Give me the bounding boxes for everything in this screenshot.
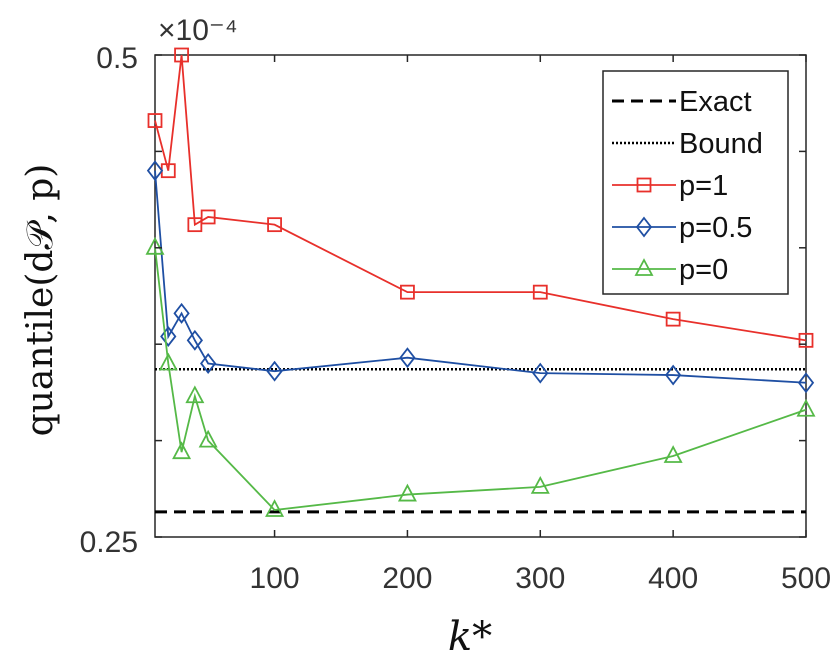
data-point	[798, 332, 814, 348]
data-point	[665, 364, 682, 386]
data-point	[147, 113, 163, 128]
data-point	[797, 372, 815, 394]
data-point	[185, 385, 205, 404]
y-multiplier-label: ×10⁻⁴	[158, 14, 238, 47]
series-line	[154, 247, 807, 511]
data-point	[530, 475, 550, 494]
data-point	[399, 347, 416, 369]
legend-entry: Exact	[612, 86, 752, 118]
legend-entry: p=0.5	[612, 212, 752, 244]
legend-label: Bound	[679, 128, 763, 160]
data-point	[173, 302, 190, 324]
legend-label: p=0.5	[679, 212, 752, 244]
legend-marker	[634, 258, 654, 276]
plot-area-border	[154, 54, 807, 538]
legend-label: Exact	[679, 86, 752, 118]
data-point	[266, 360, 283, 382]
plot-frame	[154, 54, 807, 538]
data-point	[265, 499, 285, 517]
legend-entry: Bound	[612, 128, 763, 160]
y-axis-label: quantile(d𝒫, p)	[20, 164, 61, 437]
data-point	[200, 209, 216, 225]
x-tick-label: 400	[648, 562, 698, 595]
legend: Exact Bound p=1 p=0.5 p=0	[602, 70, 789, 295]
x-tick-label: 300	[515, 562, 565, 595]
legend-marker	[635, 216, 653, 238]
data-point	[796, 398, 816, 417]
series-line	[154, 54, 807, 342]
data-point	[160, 326, 177, 347]
data-point	[174, 47, 189, 63]
data-point	[186, 329, 203, 351]
data-point	[400, 284, 415, 300]
x-tick-label: 200	[382, 562, 432, 595]
legend-entry: p=1	[612, 170, 728, 202]
x-tick-label: 100	[250, 562, 300, 595]
data-point	[532, 284, 548, 300]
y-tick-label: 0.25	[80, 526, 138, 559]
data-point	[145, 236, 165, 255]
data-point	[663, 445, 683, 463]
data-point	[158, 352, 178, 371]
legend-marker	[636, 177, 652, 193]
legend-box	[602, 70, 789, 295]
series-p=0.5	[146, 160, 815, 394]
tick-layer: 100 200 300 400 500 0.25 0.5	[80, 42, 830, 595]
data-point	[267, 217, 282, 233]
legend-label: p=0	[679, 254, 728, 286]
series-p=0	[145, 236, 816, 517]
series-line	[154, 170, 807, 384]
data-point	[187, 217, 203, 233]
data-point	[172, 441, 192, 460]
data-point	[665, 311, 681, 327]
data-point	[397, 483, 417, 502]
data-point	[198, 429, 218, 448]
x-axis-label: k*	[448, 614, 492, 660]
legend-entry: p=0	[612, 254, 728, 286]
series-layer	[145, 47, 816, 517]
y-tick-label: 0.5	[96, 42, 138, 75]
data-point	[200, 353, 217, 374]
data-point	[532, 362, 549, 384]
legend-label: p=1	[679, 170, 728, 202]
x-tick-label: 500	[781, 562, 830, 595]
data-point	[146, 160, 164, 182]
